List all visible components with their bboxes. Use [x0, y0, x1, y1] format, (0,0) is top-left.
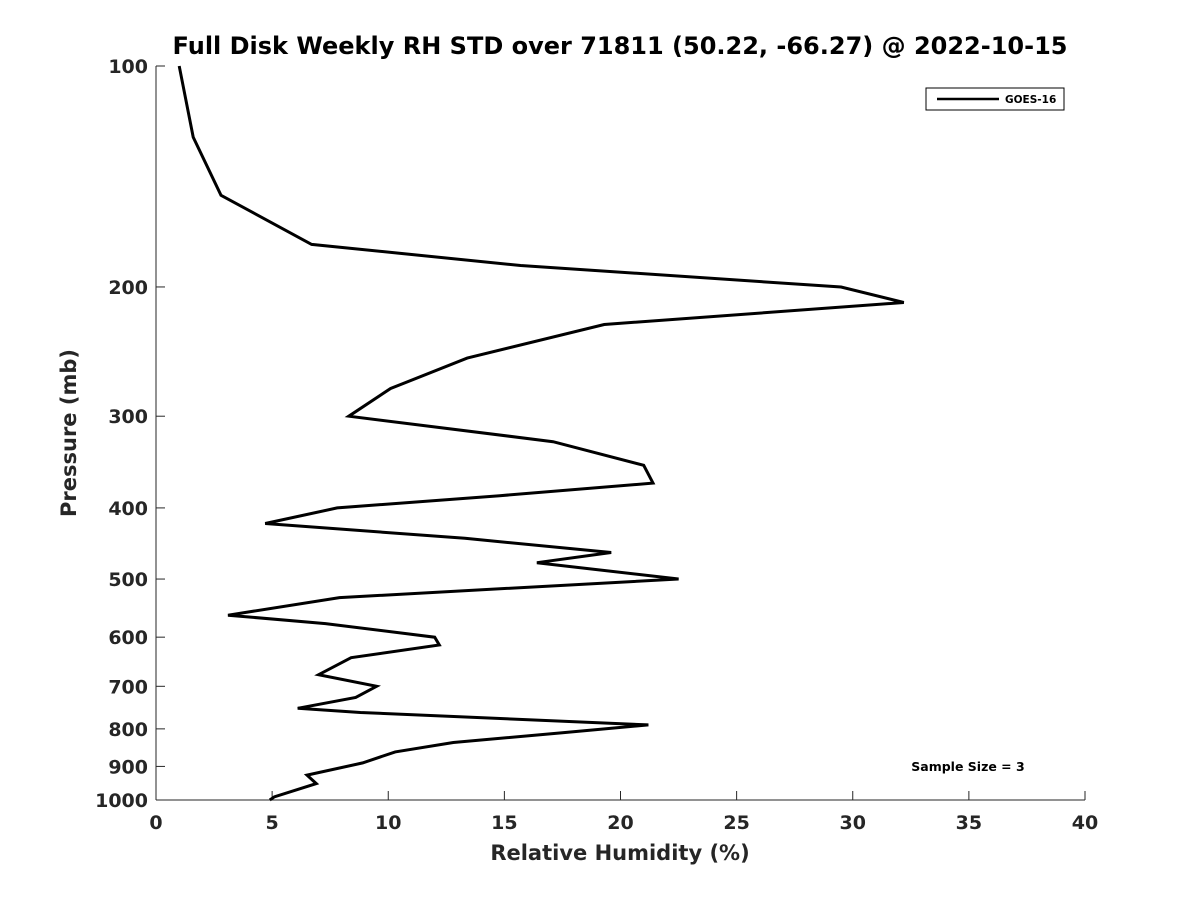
y-axis-label: Pressure (mb) — [57, 349, 81, 517]
y-tick-label: 300 — [108, 406, 148, 428]
y-tick-label: 200 — [108, 277, 148, 299]
y-tick-label: 1000 — [95, 790, 148, 812]
x-tick-label: 40 — [1072, 812, 1098, 834]
x-tick-label: 35 — [956, 812, 982, 834]
axes-frame — [155, 66, 1085, 801]
y-tick-label: 900 — [108, 756, 148, 778]
y-tick-label: 100 — [108, 56, 148, 78]
x-tick-label: 30 — [840, 812, 866, 834]
chart-title: Full Disk Weekly RH STD over 71811 (50.2… — [173, 32, 1068, 60]
x-ticks: 0 5 10 15 20 25 30 35 40 — [149, 791, 1098, 834]
x-tick-label: 10 — [375, 812, 401, 834]
legend-label-goes-16: GOES-16 — [1005, 94, 1056, 106]
y-tick-label: 800 — [108, 719, 148, 741]
x-tick-label: 20 — [607, 812, 633, 834]
x-tick-label: 0 — [149, 812, 162, 834]
y-tick-label: 500 — [108, 569, 148, 591]
y-ticks: 100 200 300 400 500 600 700 800 900 1000 — [95, 56, 165, 812]
y-tick-label: 700 — [108, 676, 148, 698]
series-layer — [177, 65, 905, 802]
x-tick-label: 15 — [491, 812, 517, 834]
x-axis-label: Relative Humidity (%) — [490, 841, 749, 865]
sample-size-annotation: Sample Size = 3 — [911, 759, 1024, 774]
x-tick-label: 25 — [723, 812, 749, 834]
series-line-goes-16 — [177, 65, 905, 802]
y-tick-label: 600 — [108, 627, 148, 649]
legend: GOES-16 — [925, 87, 1065, 111]
x-tick-label: 5 — [266, 812, 279, 834]
y-tick-label: 400 — [108, 498, 148, 520]
